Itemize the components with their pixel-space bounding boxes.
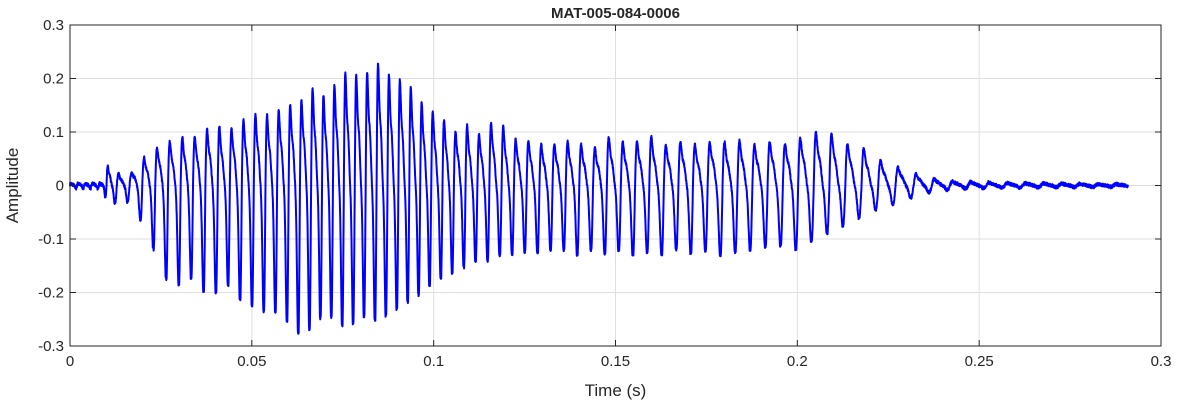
y-tick-label: 0.2 (43, 71, 64, 88)
x-tick-label: 0.3 (1151, 353, 1172, 370)
series-layer (69, 62, 1129, 335)
y-tick-label: -0.1 (38, 231, 64, 248)
y-tick-label: 0 (56, 178, 64, 195)
x-tick-label: 0.2 (787, 353, 808, 370)
y-tick-label: 0.1 (43, 124, 64, 141)
y-tick-label: 0.3 (43, 17, 64, 34)
x-tick-label: 0.05 (237, 353, 266, 370)
x-tick-label: 0.25 (965, 353, 994, 370)
ticks: 0 0.05 0.1 0.15 0.2 0.25 0.3 -0.3 -0.2 -0.1 0 0.1 0.… (38, 17, 1171, 370)
x-tick-label: 0.1 (423, 353, 444, 370)
y-tick-label: -0.2 (38, 285, 64, 302)
chart-title: MAT-005-084-0006 (551, 5, 680, 22)
x-tick-label: 0.15 (601, 353, 630, 370)
x-tick-label: 0 (66, 353, 74, 370)
y-tick-label: -0.3 (38, 338, 64, 355)
waveform-line (69, 62, 1129, 335)
y-axis-label: Amplitude (3, 148, 22, 224)
x-axis-label: Time (s) (585, 381, 647, 400)
